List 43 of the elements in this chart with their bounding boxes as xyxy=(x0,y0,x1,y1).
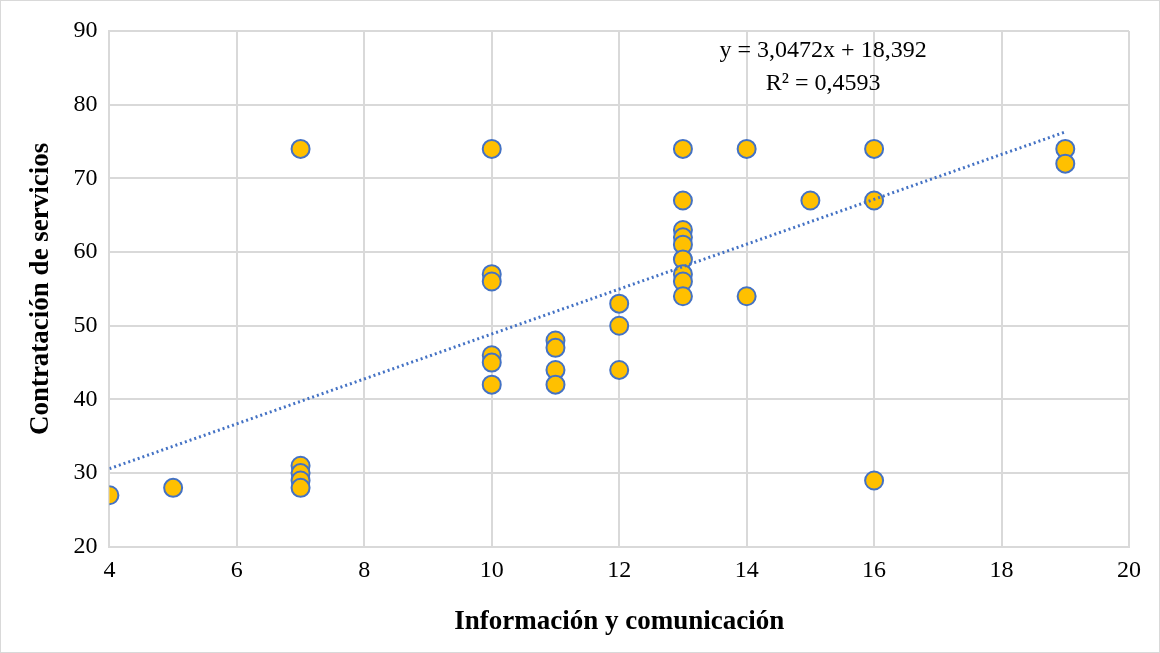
y-tick-label: 50 xyxy=(73,311,98,338)
point xyxy=(481,352,502,373)
point xyxy=(1055,153,1076,174)
point xyxy=(800,190,821,211)
point xyxy=(545,374,566,395)
point xyxy=(545,337,566,358)
point xyxy=(290,138,311,159)
y-tick-label: 40 xyxy=(73,384,98,411)
y-tick-label: 80 xyxy=(73,89,98,116)
point xyxy=(864,138,885,159)
point xyxy=(609,315,630,336)
point xyxy=(481,374,502,395)
point xyxy=(481,271,502,292)
point xyxy=(672,286,693,307)
annotation: R² = 0,4593 xyxy=(765,69,881,96)
point xyxy=(736,286,757,307)
x-tick-label: 18 xyxy=(989,556,1014,583)
x-tick-label: 16 xyxy=(862,556,887,583)
point xyxy=(481,138,502,159)
y-tick-label: 70 xyxy=(73,163,98,190)
x-tick-label: 14 xyxy=(734,556,759,583)
y-tick-label: 30 xyxy=(73,458,98,485)
y-tick-label: 90 xyxy=(73,16,98,43)
point xyxy=(609,293,630,314)
point xyxy=(672,190,693,211)
x-tick-label: 10 xyxy=(479,556,504,583)
point xyxy=(864,470,885,491)
x-tick-label: 4 xyxy=(103,556,116,583)
x-tick-label: 20 xyxy=(1117,556,1141,583)
point xyxy=(290,477,311,498)
x-tick-label: 8 xyxy=(358,556,371,583)
x-axis-title: Información y comunicación xyxy=(454,604,785,635)
point xyxy=(672,138,693,159)
y-tick-label: 60 xyxy=(73,237,98,264)
annotation: y = 3,0472x + 18,392 xyxy=(719,36,927,63)
point xyxy=(736,138,757,159)
point xyxy=(864,190,885,211)
x-tick-label: 6 xyxy=(230,556,243,583)
x-tick-label: 12 xyxy=(607,556,632,583)
point xyxy=(609,359,630,380)
point xyxy=(163,477,184,498)
y-tick-label: 20 xyxy=(73,532,98,559)
y-axis-title: Contratación de servicios xyxy=(24,142,55,436)
